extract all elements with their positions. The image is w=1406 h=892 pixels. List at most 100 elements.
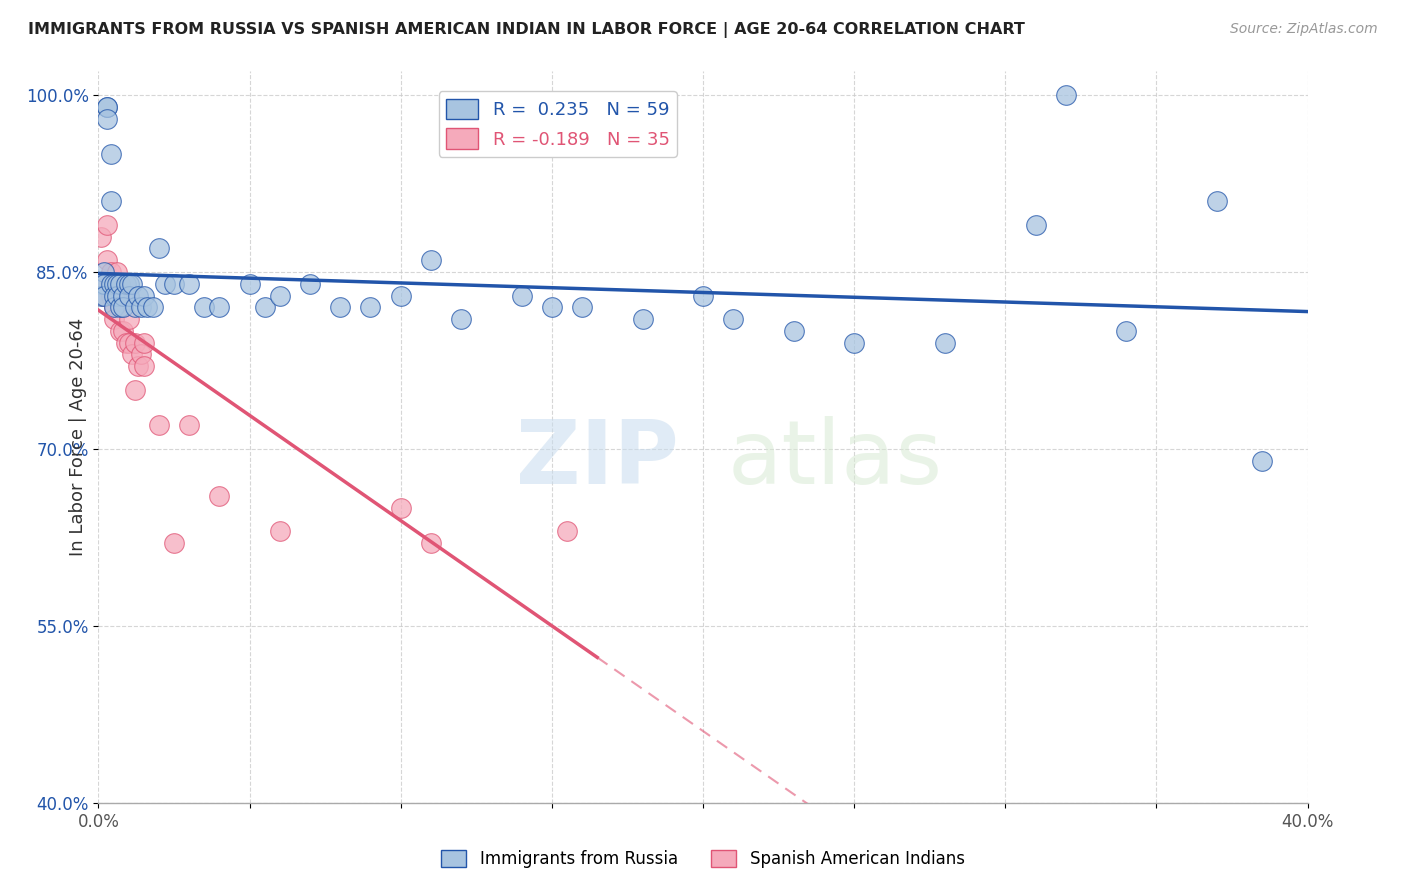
Point bbox=[96, 100, 118, 114]
Point bbox=[208, 489, 231, 503]
Point bbox=[118, 288, 141, 302]
Y-axis label: In Labor Force | Age 20-64: In Labor Force | Age 20-64 bbox=[69, 318, 87, 557]
Point bbox=[103, 277, 125, 291]
Point bbox=[118, 277, 141, 291]
Point bbox=[114, 335, 136, 350]
Point bbox=[105, 288, 128, 302]
Point bbox=[90, 277, 112, 291]
Text: Source: ZipAtlas.com: Source: ZipAtlas.com bbox=[1230, 22, 1378, 37]
Point bbox=[208, 301, 231, 315]
Text: ZIP: ZIP bbox=[516, 416, 679, 502]
Point bbox=[105, 265, 128, 279]
Point bbox=[1115, 324, 1137, 338]
Point bbox=[555, 524, 578, 539]
Legend: Immigrants from Russia, Spanish American Indians: Immigrants from Russia, Spanish American… bbox=[434, 843, 972, 875]
Point bbox=[103, 312, 125, 326]
Point bbox=[103, 277, 125, 291]
Point bbox=[148, 418, 170, 433]
Point bbox=[844, 335, 866, 350]
Point bbox=[100, 194, 122, 208]
Point bbox=[93, 265, 115, 279]
Point bbox=[389, 500, 412, 515]
Point bbox=[103, 288, 125, 302]
Point bbox=[100, 265, 122, 279]
Point bbox=[420, 253, 443, 268]
Point bbox=[121, 347, 143, 361]
Point bbox=[239, 277, 262, 291]
Point bbox=[96, 112, 118, 126]
Point bbox=[934, 335, 956, 350]
Point bbox=[269, 524, 291, 539]
Point bbox=[93, 277, 115, 291]
Point bbox=[1024, 218, 1046, 232]
Point bbox=[96, 100, 118, 114]
Point bbox=[420, 536, 443, 550]
Point bbox=[389, 288, 412, 302]
Point bbox=[108, 301, 131, 315]
Point bbox=[118, 335, 141, 350]
Point bbox=[93, 277, 115, 291]
Point bbox=[114, 277, 136, 291]
Point bbox=[132, 288, 155, 302]
Point bbox=[124, 301, 146, 315]
Point bbox=[510, 288, 533, 302]
Legend: R =  0.235   N = 59, R = -0.189   N = 35: R = 0.235 N = 59, R = -0.189 N = 35 bbox=[439, 91, 678, 156]
Point bbox=[93, 288, 115, 302]
Point bbox=[100, 147, 122, 161]
Point bbox=[1206, 194, 1229, 208]
Point bbox=[179, 277, 201, 291]
Point bbox=[108, 277, 131, 291]
Point bbox=[360, 301, 382, 315]
Point bbox=[108, 324, 131, 338]
Point bbox=[783, 324, 806, 338]
Point bbox=[153, 277, 176, 291]
Text: IMMIGRANTS FROM RUSSIA VS SPANISH AMERICAN INDIAN IN LABOR FORCE | AGE 20-64 COR: IMMIGRANTS FROM RUSSIA VS SPANISH AMERIC… bbox=[28, 22, 1025, 38]
Point bbox=[124, 335, 146, 350]
Point bbox=[135, 301, 157, 315]
Text: atlas: atlas bbox=[727, 416, 942, 502]
Point bbox=[723, 312, 745, 326]
Point bbox=[96, 253, 118, 268]
Point bbox=[121, 277, 143, 291]
Point bbox=[105, 288, 128, 302]
Point bbox=[142, 301, 165, 315]
Point bbox=[118, 312, 141, 326]
Point bbox=[450, 312, 472, 326]
Point bbox=[96, 218, 118, 232]
Point bbox=[124, 383, 146, 397]
Point bbox=[692, 288, 714, 302]
Point bbox=[108, 277, 131, 291]
Point bbox=[103, 301, 125, 315]
Point bbox=[127, 359, 149, 374]
Point bbox=[299, 277, 322, 291]
Point bbox=[100, 277, 122, 291]
Point bbox=[111, 288, 134, 302]
Point bbox=[329, 301, 352, 315]
Point bbox=[1054, 87, 1077, 102]
Point bbox=[90, 288, 112, 302]
Point bbox=[179, 418, 201, 433]
Point bbox=[631, 312, 654, 326]
Point bbox=[111, 301, 134, 315]
Point bbox=[148, 241, 170, 255]
Point bbox=[127, 288, 149, 302]
Point bbox=[103, 301, 125, 315]
Point bbox=[90, 229, 112, 244]
Point bbox=[100, 288, 122, 302]
Point bbox=[1251, 453, 1274, 467]
Point bbox=[163, 536, 186, 550]
Point bbox=[132, 359, 155, 374]
Point bbox=[540, 301, 562, 315]
Point bbox=[571, 301, 593, 315]
Point bbox=[193, 301, 215, 315]
Point bbox=[93, 288, 115, 302]
Point bbox=[253, 301, 276, 315]
Point bbox=[163, 277, 186, 291]
Point bbox=[129, 301, 152, 315]
Point bbox=[111, 301, 134, 315]
Point bbox=[111, 324, 134, 338]
Point bbox=[129, 347, 152, 361]
Point bbox=[90, 277, 112, 291]
Point bbox=[269, 288, 291, 302]
Point bbox=[105, 277, 128, 291]
